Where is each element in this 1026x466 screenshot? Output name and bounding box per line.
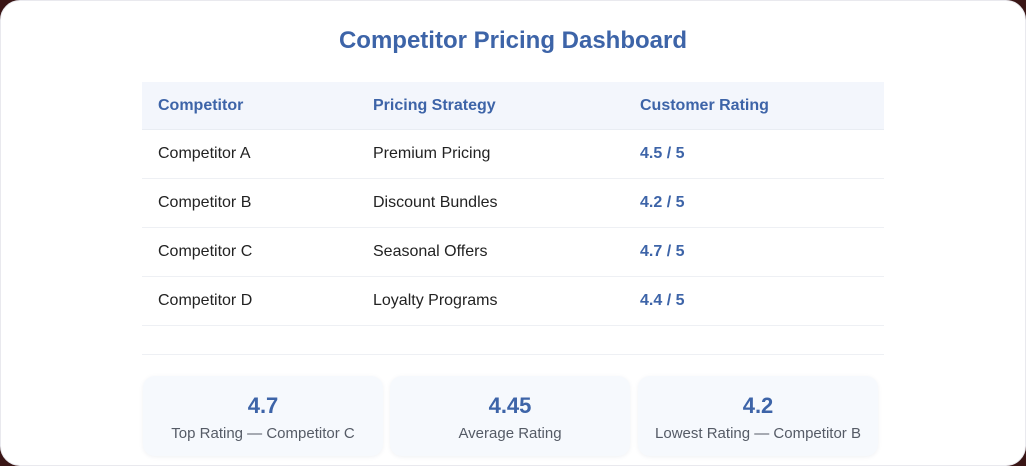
section-divider (142, 354, 884, 355)
competitor-name: Competitor D (142, 276, 357, 326)
customer-rating: 4.5 / 5 (624, 129, 884, 179)
stat-label: Top Rating — Competitor C (171, 425, 355, 442)
table-row: Competitor D Loyalty Programs 4.4 / 5 (142, 276, 884, 326)
table-row: Competitor B Discount Bundles 4.2 / 5 (142, 178, 884, 228)
stat-value: 4.7 (247, 393, 279, 418)
stat-label: Average Rating (458, 425, 562, 442)
competitor-table: Competitor Pricing Strategy Customer Rat… (142, 82, 884, 326)
stat-card-average-rating: 4.45 Average Rating (390, 376, 630, 456)
stat-label: Lowest Rating — Competitor B (655, 425, 861, 442)
competitor-name: Competitor A (142, 129, 357, 179)
pricing-strategy: Loyalty Programs (357, 276, 624, 326)
stat-card-lowest-rating: 4.2 Lowest Rating — Competitor B (638, 376, 878, 456)
customer-rating: 4.4 / 5 (624, 276, 884, 326)
stat-value: 4.45 (488, 393, 532, 418)
customer-rating: 4.7 / 5 (624, 227, 884, 277)
pricing-strategy: Discount Bundles (357, 178, 624, 228)
table-header-row: Competitor Pricing Strategy Customer Rat… (142, 82, 884, 130)
customer-rating: 4.2 / 5 (624, 178, 884, 228)
table-row: Competitor A Premium Pricing 4.5 / 5 (142, 129, 884, 179)
competitor-name: Competitor B (142, 178, 357, 228)
column-header-pricing-strategy: Pricing Strategy (357, 82, 624, 130)
page-title: Competitor Pricing Dashboard (338, 27, 688, 54)
pricing-strategy: Seasonal Offers (357, 227, 624, 277)
table-row: Competitor C Seasonal Offers 4.7 / 5 (142, 227, 884, 277)
pricing-strategy: Premium Pricing (357, 129, 624, 179)
stat-card-top-rating: 4.7 Top Rating — Competitor C (143, 376, 383, 456)
stat-value: 4.2 (742, 393, 774, 418)
column-header-customer-rating: Customer Rating (624, 82, 884, 130)
competitor-name: Competitor C (142, 227, 357, 277)
column-header-competitor: Competitor (142, 82, 357, 130)
